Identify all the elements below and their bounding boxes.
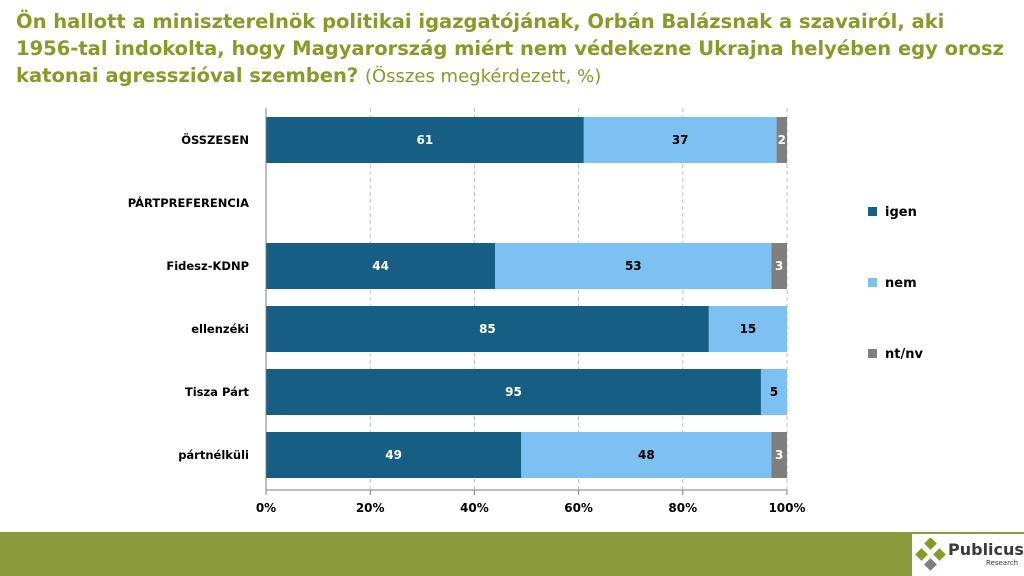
category-label: Fidesz-KDNP [166,259,249,273]
category-label: Tisza Párt [185,385,250,399]
bar-segment-igen [266,306,709,352]
data-label: 5 [770,385,778,399]
chart-title: Ön hallott a miniszterelnök politikai ig… [16,8,1006,90]
bar-segment-nt-nv [776,117,787,163]
legend-label: nem [885,276,917,291]
x-tick-label: 40% [460,501,489,515]
title-subtitle: (Összes megkérdezett, %) [364,66,602,87]
publicus-logo: Publicus Research [912,534,1024,576]
bar-segment-nem [583,117,777,163]
data-label: 2 [778,133,786,147]
bar-segment-nt-nv [771,243,787,289]
data-label: 95 [505,385,522,399]
bar-segment-igen [266,369,761,415]
category-label: PÁRTPREFERENCIA [128,195,249,210]
data-label: 85 [479,322,496,336]
title-main: Ön hallott a miniszterelnök politikai ig… [16,10,1004,87]
category-label: ellenzéki [191,322,249,336]
data-label: 15 [740,322,757,336]
data-label: 3 [775,259,783,273]
logo-name: Publicus [948,540,1024,559]
data-label: 48 [638,448,655,462]
footer-band [0,532,1024,576]
bar-segment-igen [266,117,584,163]
bar-segment-nem [521,432,772,478]
x-tick-label: 100% [768,501,805,515]
data-label: 37 [672,133,689,147]
bar-segment-nem [760,369,787,415]
legend-swatch [868,207,877,216]
x-tick-label: 60% [564,501,593,515]
bar-segment-nem [495,243,772,289]
data-label: 44 [372,259,389,273]
bar-segment-nem [708,306,787,352]
data-label: 3 [775,448,783,462]
data-label: 53 [625,259,642,273]
category-label: ÖSSZESEN [181,132,249,147]
legend-swatch [868,349,877,358]
data-label: 49 [385,448,402,462]
category-label: pártnélküli [178,448,249,462]
legend-label: nt/nv [885,347,923,362]
publicus-diamond-icon [915,538,946,571]
data-label: 61 [417,133,434,147]
bar-segment-igen [266,243,496,289]
x-tick-label: 0% [256,501,276,515]
legend-label: igen [885,205,917,220]
legend-swatch [868,278,877,287]
x-tick-label: 80% [668,501,697,515]
bar-segment-igen [266,432,522,478]
logo-sub: Research [986,559,1019,567]
x-tick-label: 20% [356,501,385,515]
bar-segment-nt-nv [771,432,787,478]
